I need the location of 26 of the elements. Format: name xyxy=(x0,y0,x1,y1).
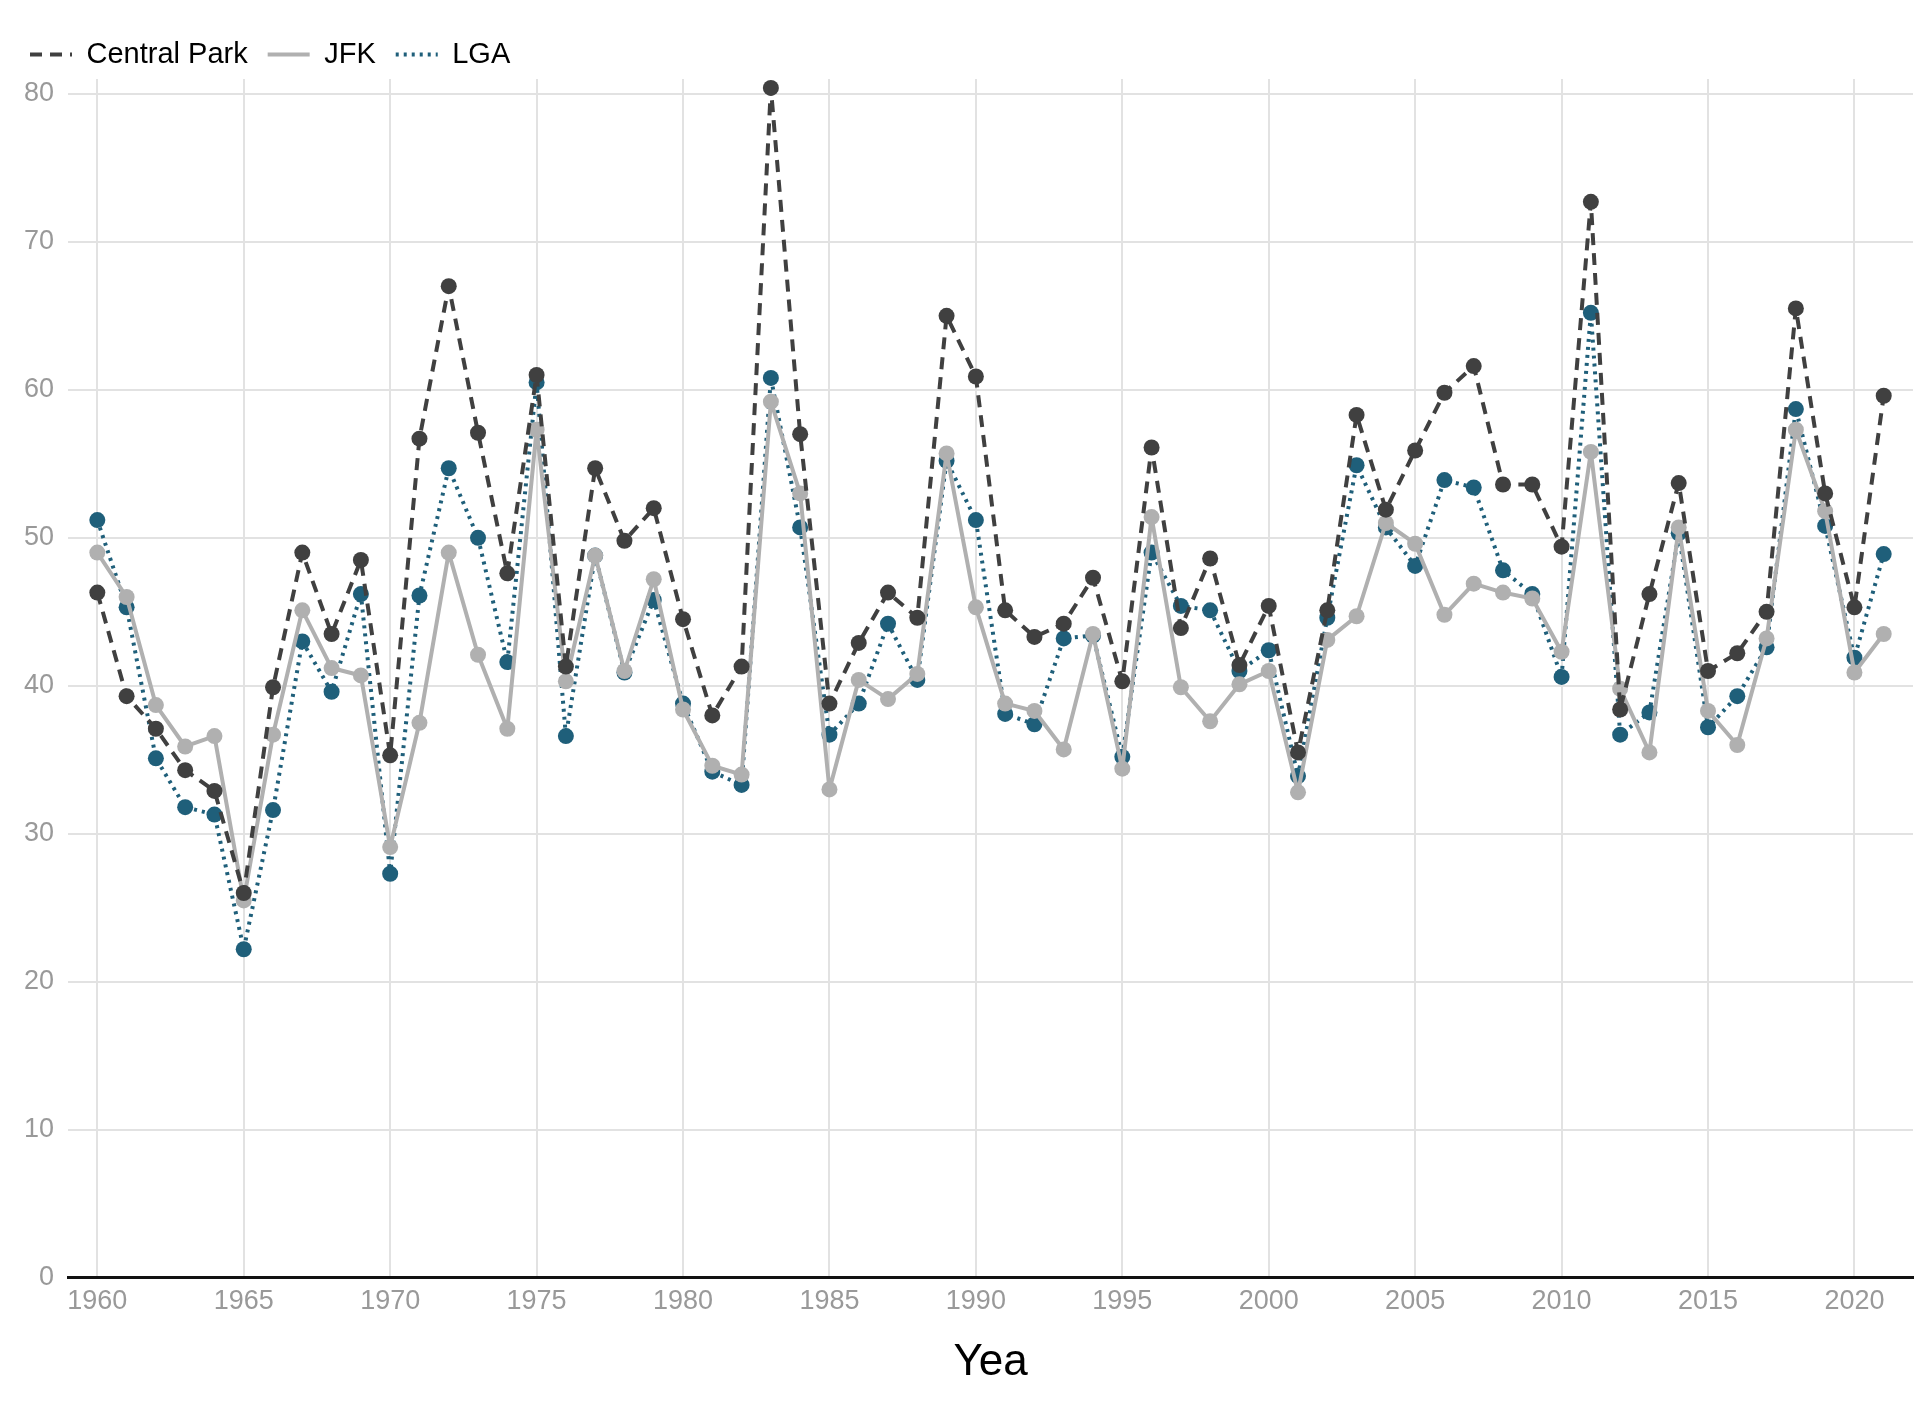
y-tick-label: 0 xyxy=(39,1261,55,1292)
y-tick-label: 40 xyxy=(23,669,55,700)
x-tick-label: 1965 xyxy=(213,1285,274,1316)
y-tick-label: 20 xyxy=(23,965,55,996)
legend-label: Central Park xyxy=(86,36,249,69)
x-tick-label: 1985 xyxy=(799,1285,860,1316)
x-tick-label: 2000 xyxy=(1238,1285,1299,1316)
y-tick-label: 50 xyxy=(23,521,55,552)
x-tick-label: 1980 xyxy=(652,1285,714,1316)
legend-label: LGA xyxy=(452,36,511,69)
x-tick-label: 1995 xyxy=(1092,1285,1153,1316)
x-tick-label: 2010 xyxy=(1531,1285,1592,1316)
y-tick-label: 80 xyxy=(23,77,55,108)
x-tick-label: 1990 xyxy=(945,1285,1006,1316)
x-tick-label: 2005 xyxy=(1385,1285,1446,1316)
x-tick-label: 2020 xyxy=(1824,1285,1885,1316)
x-tick-label: 2015 xyxy=(1677,1285,1739,1316)
y-tick-label: 30 xyxy=(23,817,55,848)
y-tick-label: 60 xyxy=(23,373,55,404)
x-tick-label: 1970 xyxy=(360,1285,421,1316)
y-tick-label: 70 xyxy=(23,225,55,256)
y-tick-label: 10 xyxy=(23,1113,55,1144)
x-tick-label: 1975 xyxy=(506,1285,567,1316)
x-tick-label: 1960 xyxy=(67,1285,128,1316)
legend-label: JFK xyxy=(324,36,377,69)
x-axis-title: Yea xyxy=(953,1334,1029,1384)
